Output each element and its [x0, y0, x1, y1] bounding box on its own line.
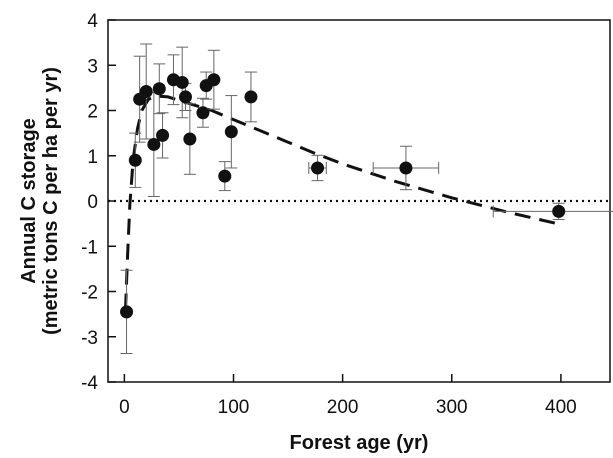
x-tick-label-300: 300 [436, 397, 468, 418]
x-tick-label-100: 100 [218, 397, 250, 418]
y-tick-label-2: 2 [87, 102, 98, 123]
data-point-4 [147, 137, 161, 151]
data-point-0 [120, 305, 134, 319]
y-axis-title-line2: (metric tons C per ha per yr) [40, 67, 62, 335]
data-point-1 [128, 153, 142, 167]
y-tick-label--2: -2 [81, 283, 98, 304]
y-tick-label-3: 3 [87, 56, 98, 77]
data-point-19 [552, 204, 566, 218]
x-tick-label-0: 0 [119, 397, 130, 418]
y-tick-label--1: -1 [81, 237, 98, 258]
data-point-5 [152, 82, 166, 96]
fit-curve-layer [124, 94, 562, 310]
data-point-3 [139, 84, 153, 98]
data-point-6 [156, 128, 170, 142]
error-bar-layer [120, 43, 613, 354]
data-point-14 [218, 169, 232, 183]
data-point-16 [244, 90, 258, 104]
y-tick-label-4: 4 [87, 11, 98, 32]
fit-curve [124, 94, 562, 310]
data-point-10 [183, 132, 197, 146]
data-point-11 [196, 106, 210, 120]
y-tick-label--3: -3 [81, 328, 98, 349]
y-tick-label-0: 0 [87, 192, 98, 213]
y-tick-label--4: -4 [81, 373, 98, 394]
y-axis-title-line1: Annual C storage [18, 118, 40, 284]
x-tick-label-200: 200 [327, 397, 359, 418]
data-point-9 [178, 90, 192, 104]
data-point-layer [120, 73, 566, 319]
x-axis-ticks: 0 100 200 300 400 [119, 374, 577, 418]
data-point-8 [175, 75, 189, 89]
data-point-18 [399, 161, 413, 175]
y-tick-label-1: 1 [87, 147, 98, 168]
x-axis-title: Forest age (yr) [290, 432, 429, 454]
y-axis-ticks: -4 -3 -2 -1 0 1 2 3 4 [81, 11, 116, 394]
data-point-13 [207, 73, 221, 87]
x-tick-label-400: 400 [545, 397, 577, 418]
data-point-17 [311, 161, 325, 175]
data-point-15 [224, 125, 238, 139]
